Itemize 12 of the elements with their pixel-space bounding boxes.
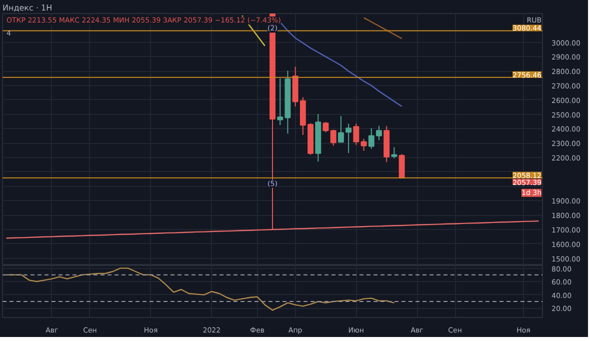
candlestick (322, 122, 329, 133)
candlestick (338, 116, 344, 144)
candlestick (398, 153, 405, 179)
line-series (6, 220, 540, 239)
candlestick (391, 146, 398, 159)
chart-title: Индекс · 1H (2, 4, 52, 12)
candlestick (346, 123, 352, 154)
line-series (280, 22, 402, 107)
candlestick (353, 123, 360, 146)
line-series (363, 17, 402, 40)
candlestick (330, 129, 336, 146)
line-series (6, 268, 395, 311)
